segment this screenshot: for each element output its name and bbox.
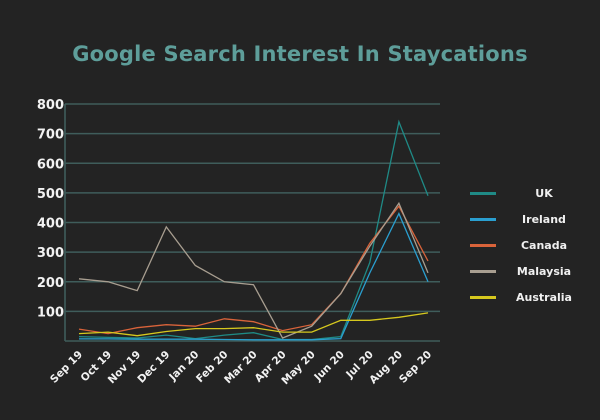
y-tick-label: 100 bbox=[37, 305, 64, 320]
legend-label: Australia bbox=[516, 290, 572, 304]
series-line-ireland bbox=[79, 212, 429, 341]
series-lines bbox=[78, 119, 429, 341]
y-tick-label: 200 bbox=[37, 276, 64, 291]
x-tick-label: Jun 20 bbox=[311, 349, 346, 384]
legend-item-uk: UK bbox=[470, 180, 580, 206]
series-line-canada bbox=[78, 205, 429, 335]
legend: UK Ireland Canada Malaysia Australia bbox=[470, 180, 580, 310]
legend-swatch bbox=[470, 191, 496, 195]
y-tick-label: 600 bbox=[37, 157, 64, 172]
y-tick-label: 300 bbox=[37, 246, 64, 261]
x-tick-label: Sep 19 bbox=[48, 349, 85, 386]
chart-title: Google Search Interest In Staycations bbox=[72, 42, 528, 66]
gridlines bbox=[64, 103, 440, 342]
y-tick-label: 400 bbox=[37, 217, 64, 232]
legend-swatch bbox=[470, 269, 496, 273]
legend-swatch bbox=[470, 243, 496, 247]
legend-item-canada: Canada bbox=[470, 232, 580, 258]
series-line-malaysia bbox=[78, 201, 429, 339]
legend-swatch bbox=[470, 295, 496, 299]
y-axis: 100 200 300 400 500 600 700 800 bbox=[37, 98, 64, 320]
legend-item-malaysia: Malaysia bbox=[470, 258, 580, 284]
x-tick-label: Dec 19 bbox=[135, 349, 172, 386]
y-tick-label: 700 bbox=[37, 128, 64, 143]
y-tick-label: 800 bbox=[37, 98, 64, 113]
x-tick-label: Sep 20 bbox=[397, 349, 434, 386]
legend-item-australia: Australia bbox=[470, 284, 580, 310]
legend-swatch bbox=[470, 217, 496, 221]
legend-label: Ireland bbox=[522, 212, 566, 226]
legend-label: Malaysia bbox=[516, 264, 572, 278]
legend-label: Canada bbox=[520, 238, 568, 252]
legend-item-ireland: Ireland bbox=[470, 206, 580, 232]
y-tick-label: 500 bbox=[37, 187, 64, 202]
legend-label: UK bbox=[535, 186, 553, 200]
series-line-uk bbox=[78, 119, 429, 341]
x-tick-label: Mar 20 bbox=[222, 349, 259, 386]
series-line-australia bbox=[78, 312, 429, 337]
